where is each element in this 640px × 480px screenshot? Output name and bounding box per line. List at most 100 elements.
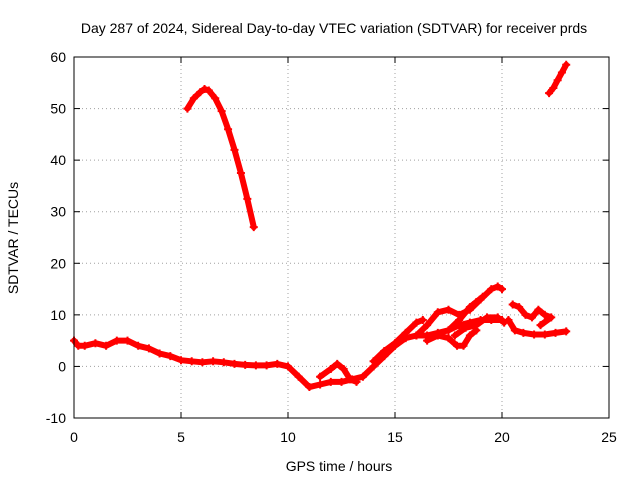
series-dip-17-18h (423, 326, 481, 350)
data-point (183, 104, 192, 113)
data-point (204, 86, 213, 95)
data-point (472, 321, 481, 330)
data-point (530, 330, 539, 339)
data-point (217, 107, 226, 116)
data-point (401, 328, 410, 337)
y-tick-label: 10 (50, 307, 66, 323)
plot-frame (73, 56, 610, 419)
data-point (251, 361, 260, 370)
data-point (504, 316, 513, 325)
data-point (461, 323, 470, 332)
data-layer (70, 60, 571, 392)
series-loop-0.5h (316, 359, 361, 386)
data-point (483, 313, 492, 322)
data-point (562, 327, 571, 336)
data-point (339, 365, 348, 374)
data-point (91, 339, 100, 348)
data-point (423, 336, 432, 345)
data-point (316, 380, 325, 389)
data-point (465, 331, 474, 340)
data-point (369, 357, 378, 366)
data-point (177, 356, 185, 365)
data-point (326, 365, 335, 374)
x-tick-label: 10 (280, 429, 296, 445)
data-point (219, 358, 228, 367)
data-point (527, 313, 536, 322)
data-point (433, 308, 442, 317)
data-point (433, 331, 442, 340)
data-point (241, 360, 250, 369)
data-point (249, 223, 258, 232)
data-point (519, 328, 528, 337)
data-point (508, 300, 517, 309)
y-tick-label: 60 (50, 49, 66, 65)
data-point (444, 326, 453, 335)
data-point (540, 310, 549, 319)
data-point (487, 285, 496, 294)
series-spike-18h (444, 292, 487, 335)
x-tick-label: 0 (70, 429, 78, 445)
data-point (123, 336, 132, 345)
data-point (547, 313, 556, 322)
data-point (102, 341, 111, 350)
data-point (545, 89, 554, 98)
data-point (515, 303, 524, 312)
data-point (412, 318, 421, 327)
data-point (189, 94, 198, 103)
data-point (230, 145, 239, 154)
data-point (534, 305, 543, 314)
data-point (243, 194, 252, 203)
y-tick-label: 20 (50, 255, 66, 271)
data-point (540, 330, 549, 339)
chart-title: Day 287 of 2024, Sidereal Day-to-day VTE… (81, 20, 587, 36)
data-point (230, 359, 239, 368)
data-point (211, 94, 220, 103)
data-point (326, 377, 335, 386)
series-track-19-20h (450, 313, 509, 340)
data-point (346, 375, 355, 384)
data-point (536, 321, 545, 330)
y-tick-label: 0 (58, 358, 66, 374)
data-point (358, 372, 367, 381)
data-point (551, 328, 560, 337)
data-point (412, 331, 421, 340)
y-tick-label: 30 (50, 204, 66, 220)
data-point (562, 60, 571, 69)
data-point (294, 372, 303, 381)
data-point (187, 357, 196, 366)
data-point (273, 359, 282, 368)
series-arc-5-8h (183, 84, 258, 232)
y-axis-label: SDTVAR / TECUs (5, 182, 21, 294)
data-point (444, 305, 453, 314)
data-point (549, 83, 558, 92)
data-point (337, 377, 346, 386)
x-tick-label: 25 (601, 429, 617, 445)
data-point (510, 326, 519, 335)
data-point (112, 336, 121, 345)
data-point (493, 313, 502, 322)
data-point (478, 292, 487, 301)
y-tick-label: -10 (46, 410, 66, 426)
data-point (521, 310, 530, 319)
data-point (316, 372, 325, 381)
data-point (459, 341, 468, 350)
data-point (144, 344, 153, 353)
data-point (418, 316, 427, 325)
data-point (224, 125, 233, 134)
data-point (166, 352, 175, 361)
data-point (465, 303, 474, 312)
data-point (472, 297, 481, 306)
data-point (155, 349, 164, 358)
data-point (305, 383, 314, 392)
series-track-20-23h-low (504, 316, 571, 339)
data-point (200, 84, 209, 93)
data-point (493, 282, 502, 291)
data-point (498, 285, 506, 294)
data-point (455, 316, 464, 325)
x-tick-label: 5 (177, 429, 185, 445)
series-track-22-23h (545, 60, 571, 98)
y-axis: -10 0 10 20 30 40 50 60 (46, 49, 609, 426)
x-axis: 0 5 10 15 20 25 (70, 57, 617, 445)
y-tick-label: 40 (50, 152, 66, 168)
